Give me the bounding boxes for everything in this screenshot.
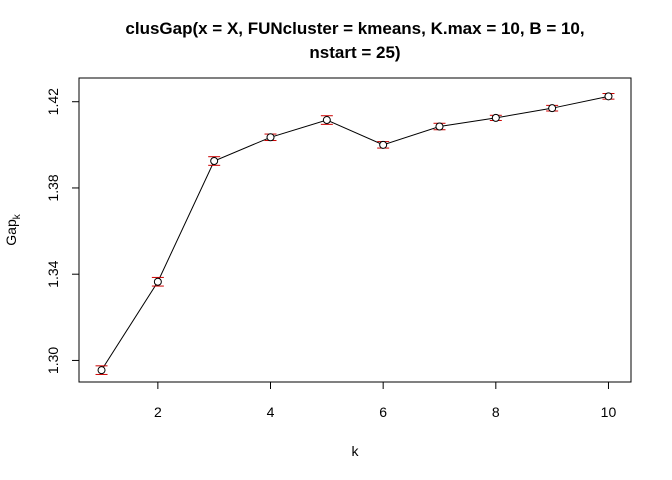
- gap-data-point: [322, 116, 331, 125]
- y-axis-label-main: Gap: [3, 219, 19, 246]
- gap-data-point: [266, 133, 275, 142]
- gap-data-point: [435, 122, 444, 131]
- y-tick-label: 1.38: [45, 174, 61, 201]
- gap-data-point: [97, 366, 106, 375]
- x-tick-label: 4: [267, 404, 275, 420]
- y-axis-label: Gapk: [3, 213, 23, 245]
- x-tick-label: 10: [601, 404, 617, 420]
- gap-data-point: [210, 157, 219, 166]
- gap-data-point: [379, 140, 388, 149]
- x-tick-label: 6: [379, 404, 387, 420]
- gap-data-point: [548, 104, 557, 113]
- chart-title-line-2: nstart = 25): [309, 43, 400, 62]
- gap-data-point: [491, 113, 500, 122]
- y-axis: 1.30 1.34 1.38 1.42: [45, 88, 80, 374]
- gap-data-point: [153, 277, 162, 286]
- gap-series-line: [101, 95, 609, 371]
- y-axis-label-subscript: k: [12, 213, 23, 219]
- gap-data-point: [604, 92, 613, 101]
- x-axis-label: k: [352, 443, 360, 459]
- x-tick-label: 2: [154, 404, 162, 420]
- plot-frame: [78, 77, 632, 383]
- y-tick-label: 1.34: [45, 260, 61, 287]
- x-tick-label: 8: [492, 404, 500, 420]
- y-tick-label: 1.42: [45, 88, 61, 115]
- x-axis: 2 4 6 8 10: [154, 381, 617, 420]
- plot-layer: [95, 92, 615, 375]
- chart-title-line-1: clusGap(x = X, FUNcluster = kmeans, K.ma…: [125, 19, 584, 38]
- y-tick-label: 1.30: [45, 347, 61, 374]
